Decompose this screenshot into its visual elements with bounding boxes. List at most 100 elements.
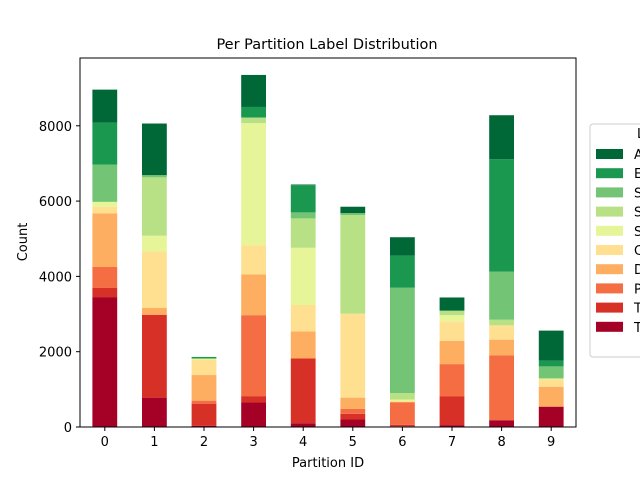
ticks-layer: 0 1 2 3 4 5 6 7 8 9 0 2000 4000 6000 8000 [39,120,555,450]
bar-segment-9-4 [538,379,564,387]
bar-segment-2-3 [191,375,217,401]
bar-segment-3-9 [241,74,266,107]
bar-segment-9-7 [538,366,564,379]
legend-label: A [634,148,640,163]
legend-swatch [596,187,623,198]
x-axis-label: Partition ID [292,456,364,471]
bar-segment-0-4 [92,206,118,214]
legend-swatch [596,302,623,313]
bar-segment-4-7 [290,212,316,219]
bar-segment-7-6 [439,310,465,316]
bar-segment-6-9 [390,237,415,256]
bar-segment-1-1 [142,314,167,398]
y-tick-label: 6000 [39,195,72,210]
bar-segment-6-2 [390,402,415,425]
bar-segment-5-4 [340,313,366,398]
bar-segment-4-1 [290,358,316,424]
legend-label: D [634,263,640,278]
legend-label: S [634,206,640,221]
legend-swatch [596,225,623,236]
bar-segment-5-0 [340,419,366,427]
bar-segment-5-2 [340,408,366,414]
bar-segment-3-2 [241,315,266,397]
bar-segment-7-9 [439,297,465,311]
bar-segment-1-4 [142,251,167,309]
bar-segment-8-7 [489,271,514,320]
legend-swatch [596,264,623,275]
y-tick-label: 2000 [39,346,72,361]
bar-segment-5-1 [340,413,366,420]
bar-segment-8-8 [489,159,514,272]
bar-segment-9-9 [538,330,564,361]
bar-segment-9-0 [538,406,564,427]
legend-label: T [633,321,640,336]
bar-segment-9-8 [538,360,564,367]
bar-segment-4-8 [290,185,316,213]
bar-segment-2-2 [191,400,217,404]
legend-label: S [634,225,640,240]
bar-segment-9-3 [538,386,564,407]
bar-segment-7-4 [439,321,465,341]
legend-label: P [634,282,640,297]
legend-swatch [596,245,623,255]
bar-segment-7-1 [439,396,465,426]
x-tick-label: 9 [547,435,555,450]
bar-segment-1-5 [142,235,167,252]
bar-segment-0-2 [92,266,118,288]
legend-swatch [596,168,623,179]
bar-segment-7-0 [439,425,465,427]
bar-segment-8-2 [489,355,514,421]
bar-segment-0-9 [92,89,118,123]
bar-segment-5-6 [340,215,366,314]
bar-segment-8-6 [489,319,514,326]
x-tick-label: 3 [249,435,257,450]
y-tick-label: 8000 [39,120,72,135]
legend-label: S [634,186,640,201]
legend-swatch [596,206,623,217]
bar-segment-0-1 [92,287,118,298]
bar-segment-4-5 [290,247,316,305]
bar-segment-0-8 [92,122,118,165]
legend-swatch [596,321,623,332]
bar-segment-3-1 [241,396,266,403]
legend-label: C [634,244,640,259]
bar-segment-7-2 [439,364,465,397]
bar-segment-6-7 [390,287,415,394]
bar-segment-2-1 [191,403,217,426]
bar-segment-3-4 [241,245,266,275]
bar-segment-6-1 [390,424,415,427]
bar-segment-9-5 [538,378,564,380]
legend-label: E [634,167,640,182]
legend-frame [589,123,640,358]
bar-segment-4-0 [290,423,316,427]
bar-segment-1-7 [142,175,167,178]
y-tick-label: 0 [64,421,72,436]
bar-segment-1-9 [142,123,167,176]
bar-segment-1-3 [142,308,167,315]
legend-label: T [633,302,640,317]
bar-segment-2-5 [191,358,217,360]
x-tick-label: 1 [150,435,158,450]
x-tick-label: 0 [101,435,109,450]
bar-segment-3-8 [241,106,266,118]
bar-segment-6-6 [390,393,415,400]
bar-segment-2-4 [191,359,217,376]
bar-segment-2-8 [191,356,217,359]
x-tick-label: 7 [448,435,456,450]
bar-segment-3-0 [241,402,266,427]
bar-segment-2-0 [191,425,217,427]
bar-segment-0-5 [92,201,118,207]
bar-segment-5-3 [340,397,366,409]
bar-segment-0-7 [92,164,118,202]
bar-segment-4-4 [290,305,316,332]
y-tick-label: 4000 [39,270,72,285]
bar-segment-6-8 [390,255,415,288]
legend-title: L [637,127,640,142]
bar-segment-3-3 [241,274,266,316]
bar-segment-8-4 [489,325,514,340]
bar-segment-0-3 [92,213,118,267]
bar-segment-5-9 [340,206,366,214]
bar-segment-3-5 [241,123,266,246]
